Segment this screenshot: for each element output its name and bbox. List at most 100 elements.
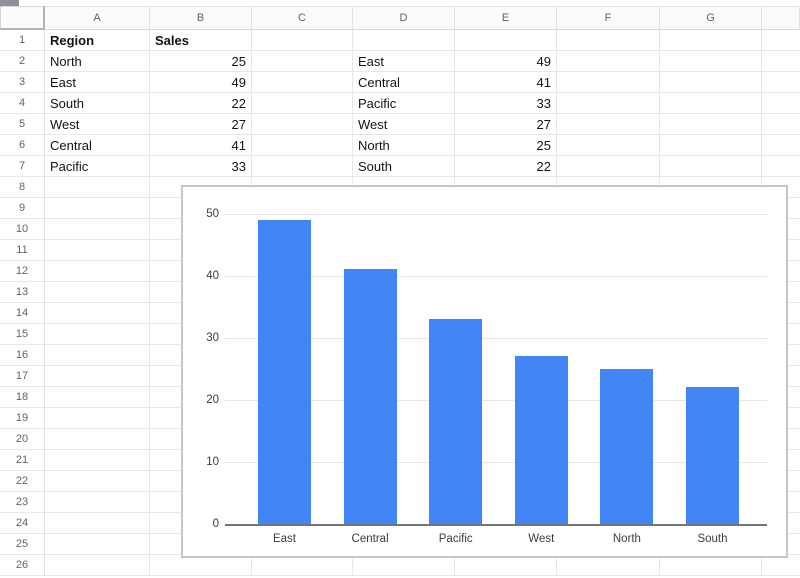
cell-F26[interactable] [557,555,660,576]
cell-B3[interactable]: 49 [150,72,252,93]
cell-F7[interactable] [557,156,660,177]
cell-partial-2[interactable] [762,51,800,72]
cell-A16[interactable] [45,345,150,366]
row-header-20[interactable]: 20 [0,429,45,450]
row-header-5[interactable]: 5 [0,114,45,135]
row-header-11[interactable]: 11 [0,240,45,261]
row-header-12[interactable]: 12 [0,261,45,282]
cell-partial-6[interactable] [762,135,800,156]
column-header-D[interactable]: D [353,6,455,30]
cell-A12[interactable] [45,261,150,282]
row-header-4[interactable]: 4 [0,93,45,114]
column-header-B[interactable]: B [150,6,252,30]
cell-A18[interactable] [45,387,150,408]
cell-A13[interactable] [45,282,150,303]
cell-E4[interactable]: 33 [455,93,557,114]
cell-F3[interactable] [557,72,660,93]
cell-partial-1[interactable] [762,30,800,51]
row-header-14[interactable]: 14 [0,303,45,324]
cell-E5[interactable]: 27 [455,114,557,135]
cell-A3[interactable]: East [45,72,150,93]
column-header-E[interactable]: E [455,6,557,30]
cell-A17[interactable] [45,366,150,387]
row-header-17[interactable]: 17 [0,366,45,387]
cell-C26[interactable] [252,555,353,576]
row-header-16[interactable]: 16 [0,345,45,366]
column-header-C[interactable]: C [252,6,353,30]
cell-A7[interactable]: Pacific [45,156,150,177]
cell-G5[interactable] [660,114,762,135]
cell-A2[interactable]: North [45,51,150,72]
row-header-7[interactable]: 7 [0,156,45,177]
cell-B6[interactable]: 41 [150,135,252,156]
cell-G3[interactable] [660,72,762,93]
cell-A25[interactable] [45,534,150,555]
row-header-3[interactable]: 3 [0,72,45,93]
cell-D3[interactable]: Central [353,72,455,93]
cell-G1[interactable] [660,30,762,51]
row-header-15[interactable]: 15 [0,324,45,345]
cell-A9[interactable] [45,198,150,219]
column-header-G[interactable]: G [660,6,762,30]
row-header-8[interactable]: 8 [0,177,45,198]
cell-C7[interactable] [252,156,353,177]
cell-A24[interactable] [45,513,150,534]
cell-G4[interactable] [660,93,762,114]
cell-B2[interactable]: 25 [150,51,252,72]
cell-D7[interactable]: South [353,156,455,177]
cell-C1[interactable] [252,30,353,51]
cell-C3[interactable] [252,72,353,93]
cell-G6[interactable] [660,135,762,156]
cell-B4[interactable]: 22 [150,93,252,114]
cell-partial-5[interactable] [762,114,800,135]
cell-G7[interactable] [660,156,762,177]
row-header-21[interactable]: 21 [0,450,45,471]
cell-A19[interactable] [45,408,150,429]
cell-F1[interactable] [557,30,660,51]
cell-B7[interactable]: 33 [150,156,252,177]
cell-A6[interactable]: Central [45,135,150,156]
cell-G2[interactable] [660,51,762,72]
row-header-24[interactable]: 24 [0,513,45,534]
bar-North[interactable] [600,368,654,524]
cell-C4[interactable] [252,93,353,114]
cell-B5[interactable]: 27 [150,114,252,135]
cell-E6[interactable]: 25 [455,135,557,156]
row-header-22[interactable]: 22 [0,471,45,492]
column-header-A[interactable]: A [45,6,150,30]
cell-D1[interactable] [353,30,455,51]
cell-A20[interactable] [45,429,150,450]
cell-partial-3[interactable] [762,72,800,93]
bar-South[interactable] [686,387,739,524]
cell-F6[interactable] [557,135,660,156]
cell-A22[interactable] [45,471,150,492]
cell-E3[interactable]: 41 [455,72,557,93]
row-header-1[interactable]: 1 [0,30,45,51]
cell-F5[interactable] [557,114,660,135]
cell-E2[interactable]: 49 [455,51,557,72]
cell-D2[interactable]: East [353,51,455,72]
cell-F2[interactable] [557,51,660,72]
select-all-corner[interactable] [0,6,45,30]
row-header-23[interactable]: 23 [0,492,45,513]
cell-A26[interactable] [45,555,150,576]
cell-B1[interactable]: Sales [150,30,252,51]
cell-partial-4[interactable] [762,93,800,114]
cell-A23[interactable] [45,492,150,513]
cell-A10[interactable] [45,219,150,240]
cell-C5[interactable] [252,114,353,135]
embedded-chart[interactable]: 0 10 20 30 40 50 East Central Pacific West North So… [181,185,788,558]
cell-A11[interactable] [45,240,150,261]
cell-partial-26[interactable] [762,555,800,576]
cell-D5[interactable]: West [353,114,455,135]
cell-B26[interactable] [150,555,252,576]
cell-A4[interactable]: South [45,93,150,114]
cell-D26[interactable] [353,555,455,576]
cell-F4[interactable] [557,93,660,114]
cell-C2[interactable] [252,51,353,72]
cell-E26[interactable] [455,555,557,576]
row-header-25[interactable]: 25 [0,534,45,555]
cell-G26[interactable] [660,555,762,576]
cell-E7[interactable]: 22 [455,156,557,177]
cell-A1[interactable]: Region [45,30,150,51]
